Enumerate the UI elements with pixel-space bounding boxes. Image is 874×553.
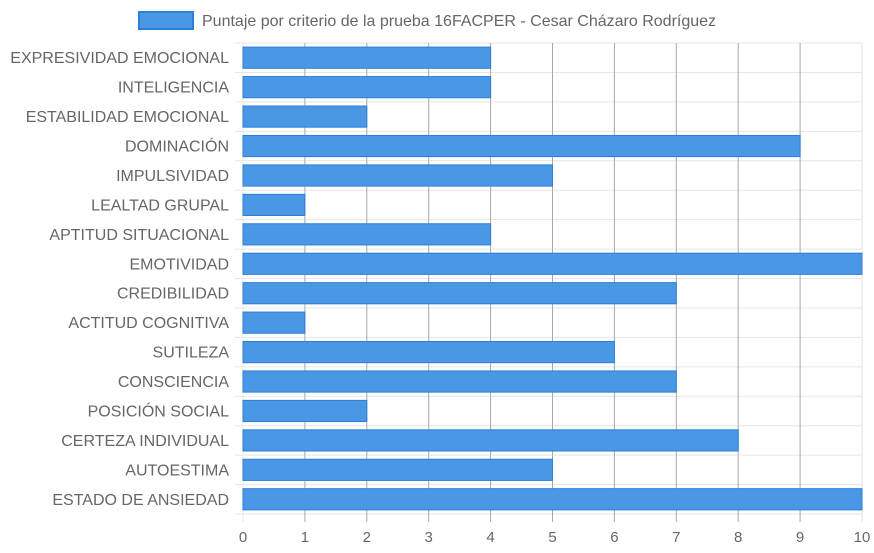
x-tick-label: 2: [363, 529, 371, 546]
bar[interactable]: [242, 340, 615, 364]
x-tick-label: 3: [425, 529, 433, 546]
bar[interactable]: [242, 429, 739, 452]
bar[interactable]: [242, 458, 553, 481]
category-label: EMOTIVIDAD: [129, 256, 229, 273]
category-label: INTELIGENCIA: [118, 80, 229, 97]
category-label: POSICIÓN SOCIAL: [88, 401, 229, 420]
x-tick-label: 6: [610, 529, 618, 546]
category-label: SUTILEZA: [153, 345, 230, 362]
category-label: CONSCIENCIA: [118, 374, 229, 391]
bar[interactable]: [242, 164, 553, 187]
bar[interactable]: [242, 370, 677, 393]
category-label: ACTITUD COGNITIVA: [68, 315, 229, 332]
bar[interactable]: [242, 311, 306, 334]
x-tick-label: 10: [854, 529, 871, 546]
bar[interactable]: [242, 105, 368, 128]
x-tick-labels: 0 1 2 3 4 5 6 7 8 9 10: [239, 529, 871, 546]
category-label: EXPRESIVIDAD EMOCIONAL: [10, 50, 229, 67]
category-label: CERTEZA INDIVIDUAL: [61, 433, 229, 450]
bars-layer: [242, 46, 863, 511]
bar[interactable]: [242, 76, 492, 99]
bar[interactable]: [242, 134, 801, 158]
category-label: LEALTAD GRUPAL: [91, 197, 229, 214]
legend-label[interactable]: Puntaje por criterio de la prueba 16FACP…: [202, 13, 716, 30]
x-tick-label: 5: [548, 529, 556, 546]
bar[interactable]: [242, 282, 677, 305]
category-label: AUTOESTIMA: [125, 462, 229, 479]
x-tick-label: 8: [734, 529, 742, 546]
x-tick-label: 9: [796, 529, 804, 546]
category-label: CREDIBILIDAD: [117, 286, 229, 303]
category-label: DOMINACIÓN: [125, 137, 229, 156]
bar[interactable]: [242, 252, 863, 275]
legend[interactable]: Puntaje por criterio de la prueba 16FACP…: [138, 11, 716, 30]
x-tick-label: 7: [672, 529, 680, 546]
category-labels: EXPRESIVIDAD EMOCIONAL INTELIGENCIA ESTABI…: [10, 50, 229, 509]
legend-swatch[interactable]: [138, 11, 194, 30]
bar[interactable]: [242, 193, 306, 217]
bar[interactable]: [242, 399, 368, 423]
x-tick-label: 1: [301, 529, 309, 546]
x-tick-label: 4: [486, 529, 494, 546]
category-label: ESTADO DE ANSIEDAD: [52, 492, 229, 509]
bar[interactable]: [242, 46, 492, 69]
category-label: IMPULSIVIDAD: [116, 168, 229, 185]
bar[interactable]: [242, 223, 492, 246]
category-label: APTITUD SITUACIONAL: [49, 227, 229, 244]
bar[interactable]: [242, 488, 863, 511]
category-label: ESTABILIDAD EMOCIONAL: [26, 109, 229, 126]
x-tick-label: 0: [239, 529, 247, 546]
